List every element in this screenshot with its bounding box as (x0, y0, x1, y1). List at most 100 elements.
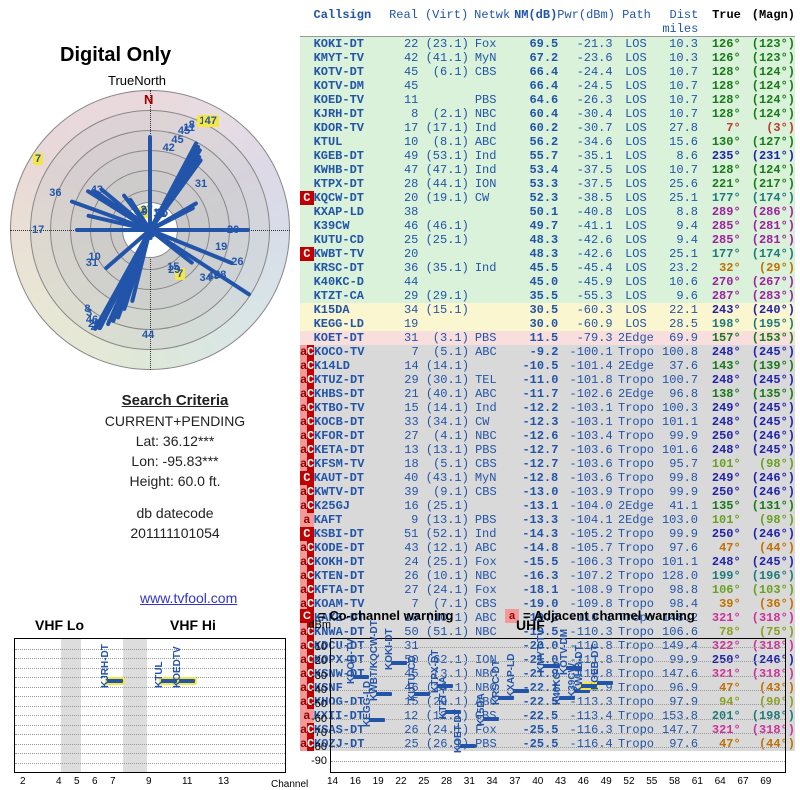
table-row[interactable]: KOTV-DT 45 (6.1) CBS 66.4 -24.4 LOS 10.7… (300, 65, 795, 79)
cell-virt-channel[interactable]: (14.1) (419, 359, 469, 373)
cell-callsign[interactable]: KTBO-TV (314, 401, 388, 415)
table-row[interactable]: aC KOKH-DT 24 (25.1) Fox -15.5 -106.3 Tr… (300, 555, 795, 569)
cell-azimuth-true[interactable]: 248° (698, 443, 741, 457)
cell-real-channel[interactable]: 40 (387, 471, 418, 485)
cell-callsign[interactable]: K25GJ (314, 499, 388, 513)
cell-dist-miles[interactable]: 10.6 (659, 275, 698, 289)
cell-path[interactable]: Tropo (613, 541, 660, 555)
cell-azimuth-true[interactable]: 199° (698, 569, 741, 583)
cell-virt-channel[interactable]: (19.1) (418, 191, 468, 205)
cell-real-channel[interactable]: 27 (388, 429, 419, 443)
cell-nm-db[interactable]: -13.0 (512, 485, 559, 499)
cell-path[interactable]: Tropo (613, 443, 660, 457)
cell-nm-db[interactable]: 45.5 (512, 261, 559, 275)
cell-callsign[interactable]: K39CW (314, 219, 388, 233)
cell-nm-db[interactable]: -13.3 (512, 513, 559, 527)
cell-network[interactable]: Fox (469, 583, 512, 597)
cell-nm-db[interactable]: 60.4 (512, 107, 559, 121)
cell-real-channel[interactable]: 16 (388, 499, 419, 513)
cell-azimuth-magn[interactable]: (29°) (741, 261, 795, 275)
cell-callsign[interactable]: KWBT-TV (314, 247, 388, 261)
cell-azimuth-magn[interactable]: (174°) (741, 247, 795, 261)
cell-virt-channel[interactable]: (43.1) (418, 471, 468, 485)
cell-callsign[interactable]: KGEB-DT (314, 149, 388, 163)
cell-callsign[interactable]: KHBS-DT (314, 387, 388, 401)
cell-callsign[interactable]: K40KC-D (314, 275, 388, 289)
cell-azimuth-magn[interactable]: (103°) (741, 583, 795, 597)
table-row[interactable]: KTZT-CA 29 (29.1) 35.5 -55.3 LOS 9.6 287… (300, 289, 795, 303)
col-header-real[interactable]: Real (387, 8, 418, 36)
table-row[interactable]: aC KFTA-DT 27 (24.1) Fox -18.1 -108.9 Tr… (300, 583, 795, 597)
cell-callsign[interactable]: KTPX-DT (314, 177, 388, 191)
cell-nm-db[interactable]: -15.5 (512, 555, 559, 569)
table-row[interactable]: KWHB-DT 47 (47.1) Ind 53.4 -37.5 LOS 10.… (300, 163, 795, 177)
cell-real-channel[interactable]: 31 (387, 331, 418, 345)
cell-dist-miles[interactable]: 15.6 (659, 135, 698, 149)
cell-callsign[interactable]: KOTV-DM (314, 79, 388, 93)
cell-azimuth-magn[interactable]: (196°) (741, 569, 795, 583)
cell-path[interactable]: Tropo (613, 401, 660, 415)
table-row[interactable]: C KSBI-DT 51 (52.1) Ind -14.3 -105.2 Tro… (300, 527, 795, 541)
cell-dist-miles[interactable]: 100.3 (659, 401, 698, 415)
cell-network[interactable]: CW (469, 191, 512, 205)
cell-pwr-dbm[interactable]: -35.1 (558, 149, 612, 163)
cell-pwr-dbm[interactable]: -101.8 (558, 373, 612, 387)
cell-dist-miles[interactable]: 101.1 (659, 415, 698, 429)
cell-dist-miles[interactable]: 10.7 (659, 163, 698, 177)
cell-dist-miles[interactable]: 69.9 (659, 331, 698, 345)
cell-path[interactable]: LOS (613, 93, 660, 107)
cell-dist-miles[interactable]: 96.8 (659, 387, 698, 401)
cell-real-channel[interactable]: 22 (387, 37, 418, 51)
cell-virt-channel[interactable]: (23.1) (418, 37, 468, 51)
cell-virt-channel[interactable]: (25.1) (419, 499, 469, 513)
cell-dist-miles[interactable]: 99.9 (659, 429, 698, 443)
table-row[interactable]: KMYT-TV 42 (41.1) MyN 67.2 -23.6 LOS 10.… (300, 51, 795, 65)
cell-callsign[interactable]: KFSM-TV (314, 457, 388, 471)
cell-path[interactable]: Tropo (613, 373, 660, 387)
cell-callsign[interactable]: KDOR-TV (314, 121, 388, 135)
cell-path[interactable]: Tropo (613, 569, 660, 583)
cell-pwr-dbm[interactable]: -45.9 (558, 275, 612, 289)
cell-azimuth-true[interactable]: 250° (698, 485, 741, 499)
col-header-path[interactable]: Path (613, 8, 659, 36)
cell-nm-db[interactable]: -12.8 (512, 471, 559, 485)
table-row[interactable]: aC KFSM-TV 18 (5.1) CBS -12.7 -103.6 Tro… (300, 457, 795, 471)
cell-azimuth-magn[interactable]: (44°) (741, 541, 795, 555)
cell-pwr-dbm[interactable]: -34.6 (558, 135, 612, 149)
cell-pwr-dbm[interactable]: -23.6 (558, 51, 612, 65)
cell-azimuth-magn[interactable]: (281°) (741, 233, 795, 247)
cell-real-channel[interactable]: 7 (388, 345, 419, 359)
cell-azimuth-magn[interactable]: (245°) (741, 345, 795, 359)
cell-dist-miles[interactable]: 10.7 (659, 65, 698, 79)
cell-real-channel[interactable]: 20 (387, 247, 418, 261)
cell-callsign[interactable]: KTUL (314, 135, 388, 149)
cell-network[interactable]: MyN (469, 471, 512, 485)
cell-virt-channel[interactable]: (29.1) (418, 289, 468, 303)
cell-pwr-dbm[interactable]: -40.8 (558, 205, 612, 219)
cell-dist-miles[interactable]: 95.7 (659, 457, 698, 471)
cell-nm-db[interactable]: 60.2 (512, 121, 559, 135)
cell-virt-channel[interactable]: (47.1) (418, 163, 468, 177)
cell-azimuth-magn[interactable]: (135°) (741, 387, 795, 401)
cell-pwr-dbm[interactable]: -24.4 (558, 65, 612, 79)
cell-azimuth-true[interactable]: 157° (698, 331, 741, 345)
cell-network[interactable]: CW (469, 415, 512, 429)
cell-nm-db[interactable]: 48.3 (512, 247, 559, 261)
table-row[interactable]: KXAP-LD 38 50.1 -40.8 LOS 8.8 289° (286°… (300, 205, 795, 219)
cell-azimuth-true[interactable]: 177° (698, 247, 741, 261)
table-row[interactable]: aC KTBO-TV 15 (14.1) Ind -12.2 -103.1 Tr… (300, 401, 795, 415)
cell-real-channel[interactable]: 28 (387, 177, 418, 191)
cell-path[interactable]: LOS (613, 191, 660, 205)
cell-path[interactable]: LOS (613, 177, 660, 191)
cell-path[interactable]: LOS (613, 275, 660, 289)
cell-real-channel[interactable]: 51 (387, 527, 418, 541)
cell-pwr-dbm[interactable]: -41.1 (558, 219, 612, 233)
cell-nm-db[interactable]: -18.1 (512, 583, 559, 597)
table-row[interactable]: aC KTUZ-DT 29 (30.1) TEL -11.0 -101.8 Tr… (300, 373, 795, 387)
cell-real-channel[interactable]: 10 (387, 135, 418, 149)
cell-nm-db[interactable]: -11.7 (512, 387, 559, 401)
cell-path[interactable]: LOS (613, 51, 660, 65)
cell-path[interactable]: Tropo (613, 429, 660, 443)
cell-dist-miles[interactable]: 128.0 (659, 569, 698, 583)
cell-azimuth-true[interactable]: 270° (698, 275, 741, 289)
